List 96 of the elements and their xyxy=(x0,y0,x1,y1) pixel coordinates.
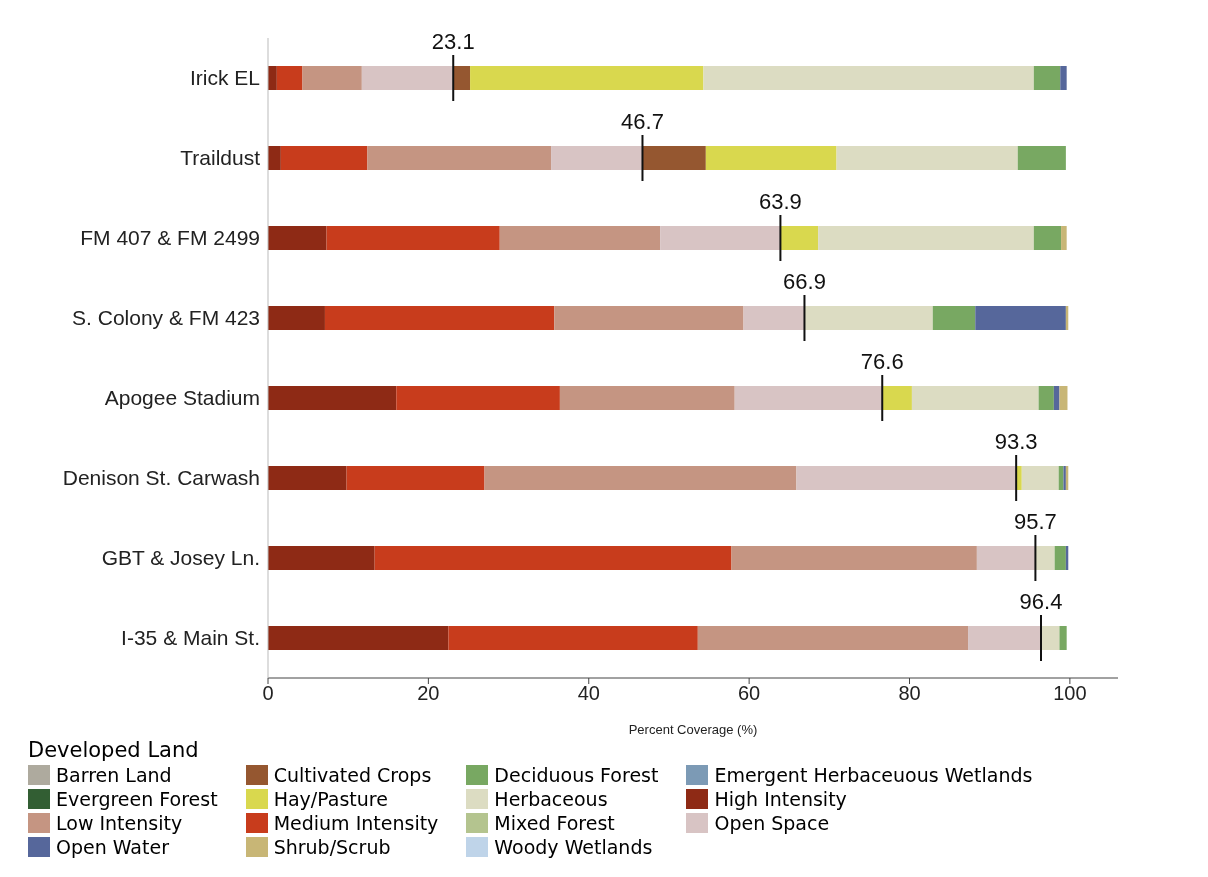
bar xyxy=(1054,546,1066,570)
bar xyxy=(743,306,805,330)
bar xyxy=(1059,386,1068,410)
bar xyxy=(882,386,912,410)
bar xyxy=(1041,626,1060,650)
legend-label: Herbaceous xyxy=(494,788,608,810)
bar xyxy=(367,146,552,170)
bar xyxy=(818,226,1034,250)
y-tick-label: Denison St. Carwash xyxy=(62,466,260,490)
bar xyxy=(660,226,781,250)
bar xyxy=(396,386,560,410)
bar xyxy=(1035,546,1055,570)
annotation: 46.7 xyxy=(621,109,664,134)
bar xyxy=(1033,226,1062,250)
legend-label: Woody Wetlands xyxy=(494,836,653,858)
bar xyxy=(1061,226,1067,250)
bar xyxy=(731,546,977,570)
bar xyxy=(697,626,969,650)
y-tick-label: Irick EL xyxy=(189,66,260,90)
bar xyxy=(559,386,735,410)
x-tick-label: 0 xyxy=(262,682,274,705)
bar xyxy=(276,66,303,90)
bar xyxy=(268,306,325,330)
annotation: 95.7 xyxy=(1013,509,1057,534)
bar xyxy=(326,226,500,250)
legend-label: Shrub/Scrub xyxy=(273,836,391,858)
bar xyxy=(324,306,555,330)
x-tick-label: 40 xyxy=(577,682,600,705)
bar xyxy=(302,66,362,90)
bar xyxy=(470,66,704,90)
legend-title: Developed Land xyxy=(28,738,200,762)
annotation: 93.3 xyxy=(994,429,1038,454)
legend-label: Cultivated Crops xyxy=(273,764,432,786)
annotation: 66.9 xyxy=(783,269,826,294)
bar xyxy=(976,546,1036,570)
bar xyxy=(1059,626,1067,650)
bar xyxy=(268,226,327,250)
bar xyxy=(703,66,1034,90)
bar xyxy=(484,466,797,490)
y-tick-label: GBT & Josey Ln. xyxy=(101,546,260,570)
y-tick-label: FM 407 & FM 2499 xyxy=(80,226,260,250)
bar xyxy=(975,306,1066,330)
legend-label: Medium Intensity xyxy=(273,812,439,834)
legend-label: Deciduous Forest xyxy=(494,764,659,786)
bar xyxy=(968,626,1042,650)
legend-label: Evergreen Forest xyxy=(56,788,218,810)
legend-label: Hay/Pasture xyxy=(273,788,388,810)
bar xyxy=(705,146,837,170)
x-tick-label: 60 xyxy=(738,682,761,705)
legend-label: Low Intensity xyxy=(56,812,183,834)
legend-label: Open Water xyxy=(56,836,169,858)
bar xyxy=(268,146,281,170)
bar xyxy=(280,146,368,170)
x-tick-label: 80 xyxy=(898,682,921,705)
y-tick-label: I-35 & Main St. xyxy=(121,626,260,650)
bar xyxy=(448,626,698,650)
legend-label: Barren Land xyxy=(56,764,172,786)
legend-label: High Intensity xyxy=(714,788,847,810)
y-tick-label: S. Colony & FM 423 xyxy=(72,306,260,330)
bar xyxy=(268,386,397,410)
annotation: 23.1 xyxy=(431,29,475,54)
bar xyxy=(268,546,375,570)
bar xyxy=(551,146,643,170)
bar xyxy=(932,306,976,330)
bar xyxy=(911,386,1039,410)
bar xyxy=(1038,386,1054,410)
bar xyxy=(361,66,454,90)
bar xyxy=(268,466,347,490)
annotation: 76.6 xyxy=(860,349,904,374)
y-tick-label: Traildust xyxy=(180,146,261,170)
legend-label: Open Space xyxy=(714,812,830,834)
bar xyxy=(554,306,744,330)
bar xyxy=(1060,66,1067,90)
bar xyxy=(804,306,933,330)
bar xyxy=(346,466,485,490)
annotation: 63.9 xyxy=(758,189,802,214)
x-tick-label: 20 xyxy=(417,682,440,705)
bar xyxy=(1033,66,1061,90)
bar xyxy=(1017,146,1066,170)
bar xyxy=(268,66,277,90)
bar xyxy=(1021,466,1059,490)
x-axis-title: Percent Coverage (%) xyxy=(628,722,758,737)
bar xyxy=(642,146,706,170)
bar xyxy=(374,546,732,570)
bar xyxy=(836,146,1018,170)
legend-label: Mixed Forest xyxy=(494,812,615,834)
bar xyxy=(780,226,819,250)
annotation: 96.4 xyxy=(1019,589,1063,614)
bar xyxy=(268,626,449,650)
bar xyxy=(499,226,661,250)
y-tick-label: Apogee Stadium xyxy=(104,386,260,410)
bar xyxy=(734,386,883,410)
x-tick-label: 100 xyxy=(1053,682,1087,705)
legend-label: Emergent Herbaceuous Wetlands xyxy=(714,764,1033,786)
bar xyxy=(453,66,471,90)
bar xyxy=(796,466,1017,490)
